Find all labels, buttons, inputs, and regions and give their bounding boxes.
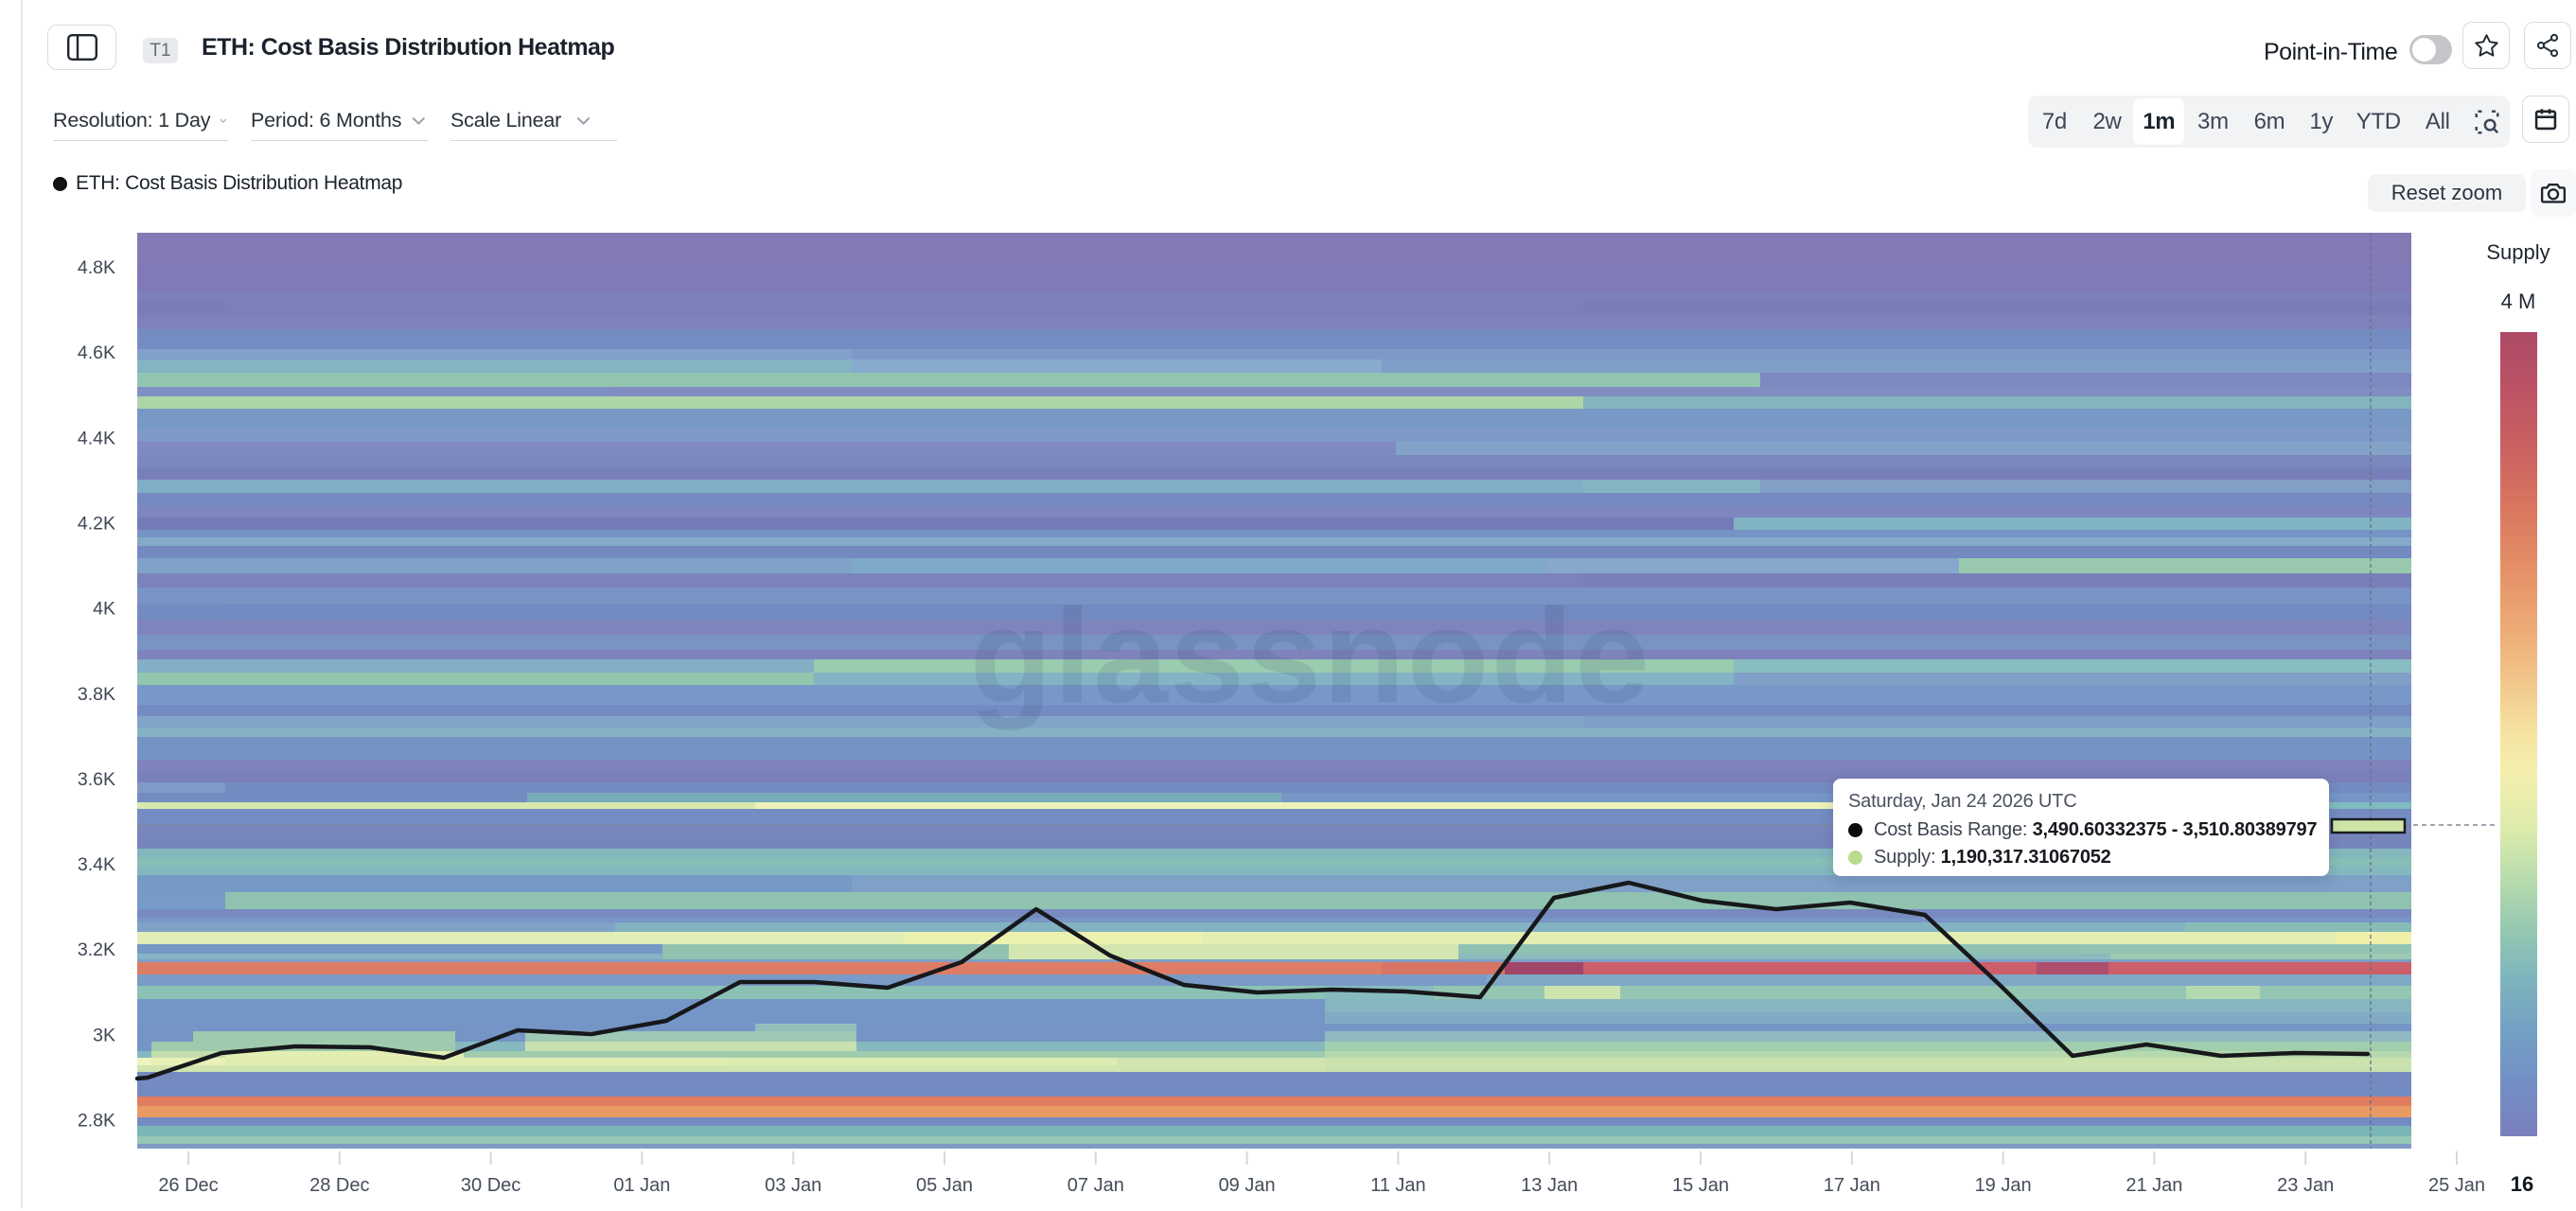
svg-text:3K: 3K: [93, 1025, 115, 1045]
svg-text:4.8K: 4.8K: [78, 257, 115, 278]
svg-text:15 Jan: 15 Jan: [1672, 1175, 1729, 1196]
svg-text:3.2K: 3.2K: [78, 939, 115, 960]
svg-text:28 Dec: 28 Dec: [309, 1175, 369, 1196]
svg-text:26 Dec: 26 Dec: [158, 1175, 218, 1196]
svg-text:glassnode: glassnode: [970, 581, 1651, 731]
svg-text:25 Jan: 25 Jan: [2428, 1175, 2485, 1196]
svg-text:3.8K: 3.8K: [78, 684, 115, 705]
svg-text:Supply: Supply: [2486, 240, 2550, 264]
svg-text:4K: 4K: [93, 599, 115, 620]
svg-text:2.8K: 2.8K: [78, 1111, 115, 1132]
svg-text:3.6K: 3.6K: [78, 769, 115, 790]
svg-text:16: 16: [2511, 1172, 2533, 1196]
svg-text:30 Dec: 30 Dec: [461, 1175, 520, 1196]
svg-text:07 Jan: 07 Jan: [1067, 1175, 1124, 1196]
svg-text:4.4K: 4.4K: [78, 428, 115, 448]
svg-text:3.4K: 3.4K: [78, 854, 115, 875]
svg-text:4.2K: 4.2K: [78, 514, 115, 535]
svg-text:21 Jan: 21 Jan: [2126, 1175, 2182, 1196]
svg-text:11 Jan: 11 Jan: [1370, 1175, 1426, 1196]
svg-text:19 Jan: 19 Jan: [1975, 1175, 2032, 1196]
svg-text:03 Jan: 03 Jan: [765, 1175, 821, 1196]
svg-text:01 Jan: 01 Jan: [613, 1175, 670, 1196]
svg-text:05 Jan: 05 Jan: [916, 1175, 973, 1196]
svg-text:4.6K: 4.6K: [78, 342, 115, 363]
svg-text:13 Jan: 13 Jan: [1521, 1175, 1578, 1196]
svg-text:4 M: 4 M: [2501, 290, 2536, 313]
svg-text:09 Jan: 09 Jan: [1219, 1175, 1276, 1196]
svg-text:17 Jan: 17 Jan: [1824, 1175, 1880, 1196]
svg-text:23 Jan: 23 Jan: [2277, 1175, 2334, 1196]
